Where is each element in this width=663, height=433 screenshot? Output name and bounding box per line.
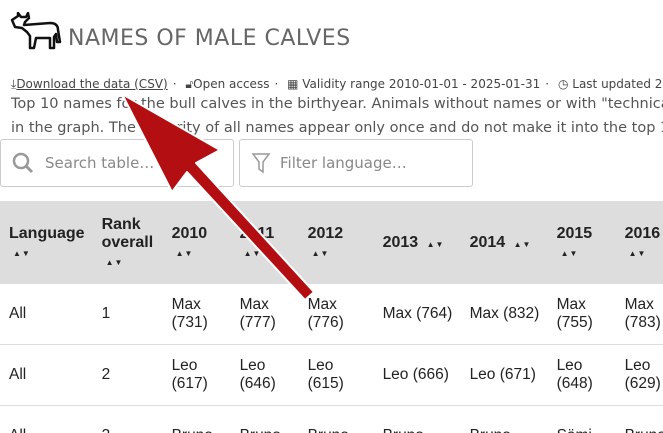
table-cell: Max (777) [230,284,299,345]
cow-icon [10,12,62,50]
column-label: 2016 [624,224,661,242]
table-cell: Leo (615) [298,344,374,406]
page-title: NAMES OF MALE CALVES [68,26,351,51]
column-label: 2014 [469,233,506,251]
sort-indicator: ▲▼ [175,248,194,258]
sort-indicator: ▲▼ [105,257,124,267]
separator: · [172,77,177,91]
column-header[interactable]: 2016 ▲▼ [615,201,663,284]
table-cell: 1 [92,284,163,345]
table-cell: Leo (629) [615,344,663,406]
sort-indicator: ▲▼ [513,239,532,249]
column-label: 2013 [382,233,419,251]
table-cell: Max (764) [373,284,461,345]
table-cell: Leo (666) [373,344,461,406]
lock-icon: 🔓︎ [185,77,194,91]
search-input[interactable]: Search table… [0,139,234,187]
column-header[interactable]: 2015 ▲▼ [547,201,616,284]
sort-indicator: ▲▼ [560,248,579,258]
separator: · [274,77,279,91]
download-icon: ⤓ [11,77,17,91]
calendar-icon: ▦ [287,77,299,91]
table-cell: All [0,284,93,345]
table-cell: Leo (671) [460,344,548,406]
table-cell: 2 [92,344,163,406]
table-cell: Leo (648) [547,344,616,406]
updated: Last updated 2025-02- [572,77,663,91]
table-cell: Bruno [615,405,663,433]
table-cell: Sämi [547,405,616,433]
header-row: Language ▲▼Rank overall ▲▼2010 ▲▼2011 ▲▼… [0,201,663,284]
separator: · [545,77,550,91]
validity: Validity range 2010-01-01 - 2025-01-31 [302,77,541,91]
column-label: 2015 [556,224,593,242]
search-placeholder: Search table… [45,154,155,172]
table-cell: Bruno [230,405,299,433]
table-cell: Leo (646) [230,344,299,406]
table-cell: All [0,344,93,406]
column-header[interactable]: 2014 ▲▼ [460,201,548,284]
description: Top 10 names for the bull calves in the … [11,96,663,112]
sort-indicator: ▲▼ [13,248,31,258]
table-row: All 2 Leo (617) Leo (646) Leo (615) Leo (666)… [0,344,663,406]
column-header[interactable]: 2012 ▲▼ [298,201,374,284]
sort-indicator: ▲▼ [243,248,262,258]
sort-indicator: ▲▼ [426,239,445,249]
table-cell: Max (731) [162,284,231,345]
table-wrap: Language ▲▼Rank overall ▲▼2010 ▲▼2011 ▲▼… [0,201,663,433]
table-cell: Max (783) [615,284,663,345]
table-cell: Bruno [373,405,461,433]
table-cell: Max (832) [460,284,548,345]
access: Open access [193,77,270,91]
sort-indicator: ▲▼ [311,248,330,258]
filter-icon [251,153,271,174]
search-icon [12,152,34,174]
table-cell: 3 [92,405,163,433]
table-cell: All [0,405,93,433]
table-cell: Bruno [460,405,548,433]
sort-indicator: ▲▼ [628,248,647,258]
column-header[interactable]: 2013 ▲▼ [373,201,461,284]
column-header[interactable]: 2010 ▲▼ [162,201,231,284]
column-header[interactable]: Language ▲▼ [0,201,93,284]
download-link[interactable]: Download the data (CSV) [16,77,168,91]
column-label: 2012 [307,224,344,242]
table-cell: Max (755) [547,284,616,345]
column-header[interactable]: Rank overall ▲▼ [92,201,163,284]
table-cell: Leo (617) [162,344,231,406]
filter-placeholder: Filter language… [280,154,407,172]
column-label: Rank overall [101,215,154,251]
table-row: All3BrunoBrunoBrunoBrunoBrunoSämiBruno [0,405,663,433]
column-label: Language [9,224,85,242]
column-label: 2010 [171,224,208,242]
clock-icon: ◷ [557,77,569,91]
table-cell: Bruno [298,405,374,433]
meta-line: ⤓Download the data (CSV) · 🔓︎Open access ·… [11,77,663,92]
table-cell: Bruno [162,405,231,433]
names-table: Language ▲▼Rank overall ▲▼2010 ▲▼2011 ▲▼… [0,201,663,433]
filter-input[interactable]: Filter language… [239,139,473,187]
